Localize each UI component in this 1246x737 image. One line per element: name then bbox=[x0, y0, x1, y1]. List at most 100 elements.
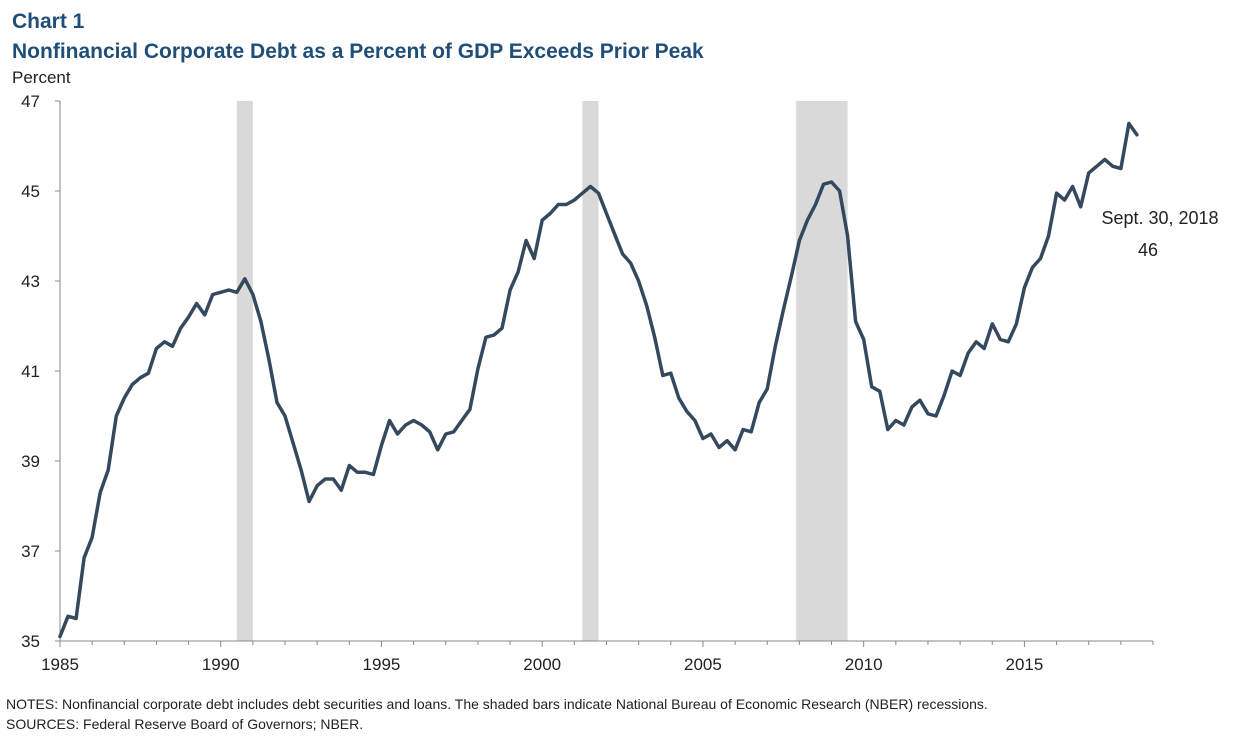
data-point bbox=[316, 485, 318, 487]
data-point bbox=[686, 411, 688, 412]
data-point bbox=[1120, 168, 1122, 169]
data-point bbox=[131, 384, 133, 385]
data-point bbox=[798, 240, 800, 241]
data-point bbox=[927, 413, 929, 415]
data-point bbox=[99, 492, 101, 493]
series-lines bbox=[58, 121, 1139, 639]
data-point bbox=[774, 345, 776, 347]
data-point bbox=[493, 334, 495, 336]
data-point bbox=[614, 233, 616, 235]
data-point bbox=[1064, 199, 1066, 201]
recession-bar-1 bbox=[236, 101, 253, 641]
data-point bbox=[437, 449, 439, 451]
data-point bbox=[814, 204, 816, 205]
data-point bbox=[694, 420, 696, 421]
data-point bbox=[967, 352, 969, 354]
data-point bbox=[541, 219, 543, 221]
x-tick-label: 2000 bbox=[523, 655, 561, 674]
data-point bbox=[750, 431, 752, 433]
data-point bbox=[163, 341, 165, 343]
data-point bbox=[935, 415, 937, 417]
data-point bbox=[638, 280, 640, 282]
data-point bbox=[1015, 323, 1017, 325]
y-tick-label: 37 bbox=[21, 542, 40, 561]
data-point bbox=[822, 183, 824, 185]
data-point bbox=[244, 278, 246, 280]
data-point bbox=[573, 199, 575, 201]
data-point bbox=[951, 370, 953, 372]
data-point bbox=[903, 424, 905, 426]
data-point bbox=[212, 294, 214, 295]
chart-title: Nonfinancial Corporate Debt as a Percent… bbox=[12, 40, 704, 63]
data-point bbox=[405, 424, 407, 426]
x-tick-label: 2015 bbox=[1005, 655, 1043, 674]
data-point bbox=[806, 219, 808, 221]
x-tick-label: 1990 bbox=[202, 655, 240, 674]
data-point bbox=[180, 327, 182, 329]
data-point bbox=[1031, 267, 1033, 268]
data-point bbox=[348, 465, 350, 466]
data-point bbox=[766, 388, 768, 390]
data-point bbox=[975, 341, 977, 343]
data-point bbox=[196, 303, 198, 304]
data-point bbox=[1112, 165, 1114, 167]
line-chart: 35 37 39 41 43 45 47 1985 1990 1995 2000 2005 2010 20… bbox=[21, 92, 1218, 674]
data-point bbox=[509, 289, 511, 291]
data-point bbox=[557, 204, 559, 205]
data-point bbox=[630, 262, 632, 264]
data-point bbox=[485, 336, 487, 338]
data-point bbox=[662, 375, 664, 376]
recession-bar-3 bbox=[796, 101, 848, 641]
data-point bbox=[139, 377, 141, 379]
data-point bbox=[581, 192, 583, 194]
data-point bbox=[718, 447, 720, 448]
data-point bbox=[1048, 235, 1050, 237]
data-point bbox=[606, 213, 607, 214]
y-tick-label: 43 bbox=[21, 272, 40, 291]
data-point bbox=[172, 345, 174, 347]
data-point bbox=[959, 375, 961, 376]
data-point bbox=[597, 192, 599, 194]
x-tick-label: 1985 bbox=[41, 655, 79, 674]
data-point bbox=[340, 489, 342, 491]
data-point bbox=[236, 291, 238, 293]
data-point bbox=[646, 305, 648, 307]
data-point bbox=[220, 291, 222, 293]
y-tick-label: 39 bbox=[21, 452, 40, 471]
y-axis-label: Percent bbox=[12, 68, 71, 87]
x-tick-label: 2005 bbox=[684, 655, 722, 674]
data-point bbox=[1128, 123, 1130, 124]
data-point bbox=[983, 348, 985, 349]
data-point bbox=[670, 372, 672, 374]
data-point bbox=[260, 321, 262, 322]
data-point bbox=[453, 431, 455, 433]
data-point bbox=[188, 316, 190, 318]
data-point bbox=[83, 557, 85, 559]
data-point bbox=[380, 444, 382, 446]
data-point bbox=[276, 402, 278, 403]
data-point bbox=[332, 478, 334, 480]
data-point bbox=[413, 420, 415, 421]
data-point bbox=[839, 190, 841, 192]
data-point bbox=[887, 429, 889, 430]
y-tick-label: 41 bbox=[21, 362, 40, 381]
data-point bbox=[1136, 134, 1138, 136]
data-point bbox=[155, 348, 157, 349]
data-point bbox=[879, 390, 881, 392]
data-point bbox=[734, 449, 736, 451]
data-point bbox=[308, 501, 310, 502]
data-point bbox=[397, 433, 399, 435]
data-point bbox=[421, 424, 423, 426]
data-point bbox=[702, 438, 704, 439]
data-point bbox=[292, 442, 294, 444]
data-point bbox=[364, 471, 366, 473]
y-tick-label: 47 bbox=[21, 92, 40, 111]
annotations: Sept. 30, 2018 46 bbox=[1101, 208, 1218, 260]
y-tick-label: 45 bbox=[21, 182, 40, 201]
data-point bbox=[895, 420, 897, 421]
data-point bbox=[919, 399, 921, 401]
data-point bbox=[1023, 287, 1025, 289]
data-point bbox=[742, 429, 744, 430]
data-point bbox=[91, 537, 93, 538]
data-point bbox=[268, 359, 270, 361]
